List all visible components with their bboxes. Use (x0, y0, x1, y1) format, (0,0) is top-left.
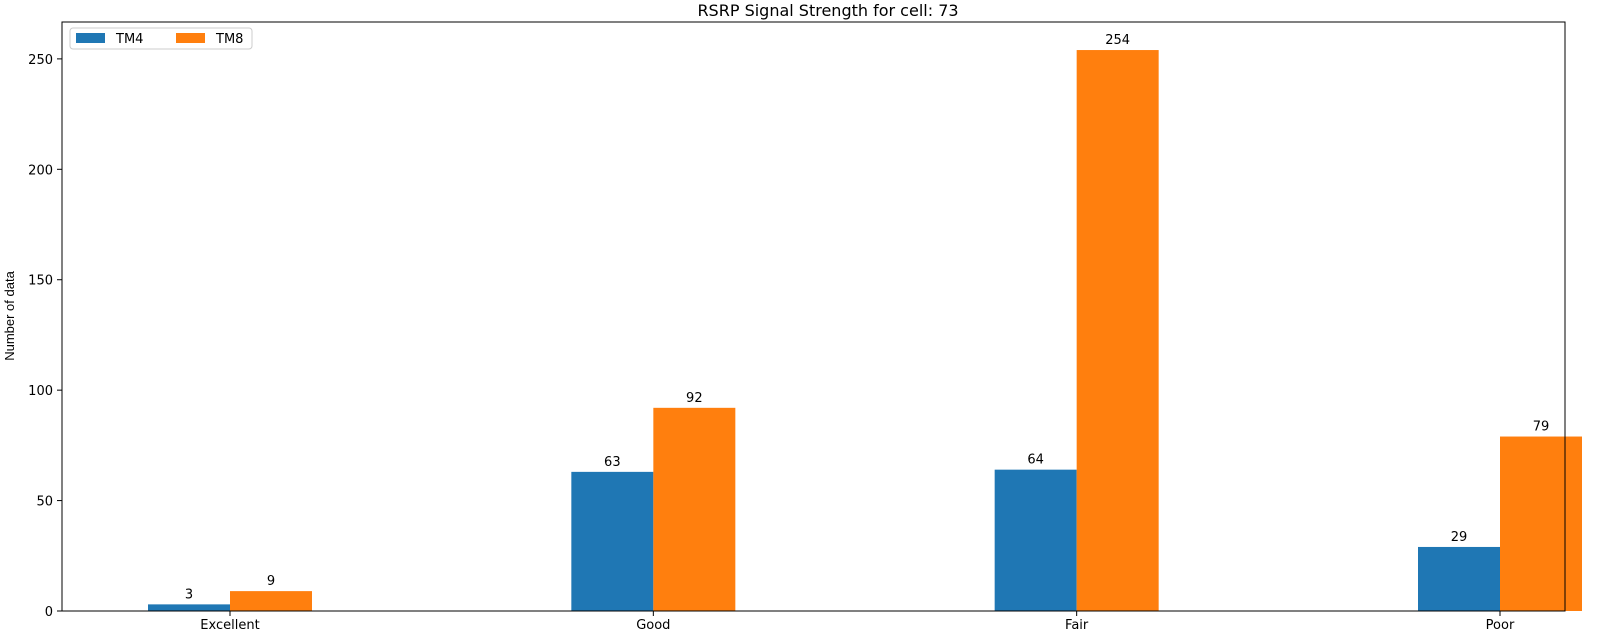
bar-value-label: 63 (604, 455, 621, 470)
bar-value-label: 79 (1533, 420, 1550, 435)
plot-frame (61, 21, 1566, 612)
x-axis-ticks: Excellent Good Fair Poor (200, 611, 1515, 633)
y-axis-ticks: 0 50 100 150 200 250 (28, 53, 62, 620)
y-tick-label: 100 (28, 384, 53, 399)
legend-swatch-tm4 (76, 33, 105, 43)
bar-tm4-good (571, 471, 654, 611)
x-tick-label: Good (636, 618, 670, 633)
x-tick-label: Fair (1065, 618, 1089, 633)
legend-swatch-tm8 (176, 33, 205, 43)
y-tick-label: 0 (45, 605, 53, 620)
legend: TM4 TM8 (69, 27, 253, 50)
y-tick-label: 250 (28, 53, 53, 68)
y-tick-label: 150 (28, 274, 53, 289)
bar-value-label: 9 (267, 574, 275, 589)
y-tick-label: 50 (36, 495, 53, 510)
chart-title: RSRP Signal Strength for cell: 73 (697, 1, 958, 20)
bar-tm8-poor (1500, 436, 1582, 611)
bar-value-label: 64 (1027, 453, 1044, 468)
legend-label-tm8: TM8 (215, 32, 243, 47)
bar-labels-group: 3 63 64 29 9 92 254 79 (185, 33, 1549, 602)
legend-label-tm4: TM4 (115, 32, 143, 47)
bars-group (148, 50, 1582, 612)
bar-value-label: 254 (1105, 33, 1130, 48)
bar-value-label: 29 (1451, 530, 1468, 545)
bar-tm8-excellent (230, 591, 312, 611)
bar-tm8-good (653, 407, 736, 611)
legend-box (69, 27, 253, 50)
bar-tm8-fair (1076, 50, 1159, 612)
x-tick-label: Poor (1486, 618, 1515, 633)
bar-tm4-excellent (148, 604, 230, 611)
bar-tm4-poor (1418, 546, 1500, 611)
y-axis-label: Number of data (2, 270, 17, 360)
y-tick-label: 200 (28, 163, 53, 178)
bar-tm4-fair (994, 469, 1077, 611)
bar-value-label: 3 (185, 587, 193, 602)
x-tick-label: Excellent (200, 618, 259, 633)
bar-value-label: 92 (686, 391, 703, 406)
